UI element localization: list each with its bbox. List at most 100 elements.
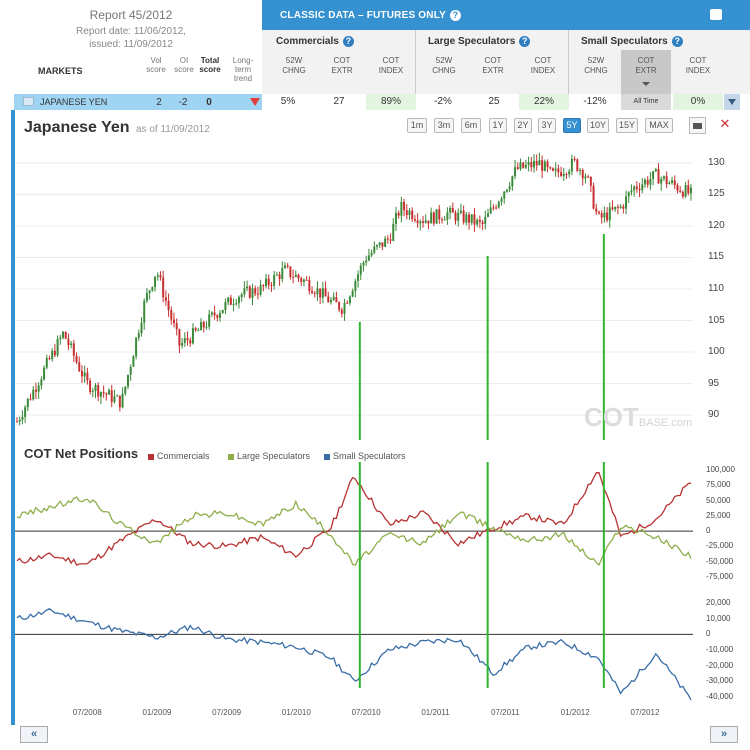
market-row-japanese-yen[interactable]: JAPANESE YEN 2 -2 0 5% 27 89% -2% 25 22%…: [0, 94, 750, 110]
price-candle: [400, 201, 403, 216]
legend-item-small-speculators[interactable]: Small Speculators: [324, 451, 406, 461]
price-candle: [232, 303, 235, 305]
price-candle: [273, 274, 276, 286]
price-candle: [357, 274, 360, 281]
comm-cot-index: 89%: [366, 94, 416, 110]
price-candle: [94, 385, 97, 391]
date-tick-label: 07/2008: [72, 708, 102, 717]
price-candle: [91, 390, 94, 392]
price-candle: [403, 201, 406, 211]
net-top-tick-label: 25,000: [706, 510, 731, 520]
price-candle: [121, 393, 124, 408]
price-tick-label: 115: [708, 251, 724, 263]
legend-item-commercials[interactable]: Commercials: [148, 451, 210, 461]
large-52w-chng: -2%: [434, 96, 452, 107]
price-candle: [530, 161, 533, 168]
sub-header-cot-index[interactable]: COT INDEX: [378, 56, 404, 75]
price-candle: [311, 291, 314, 294]
price-candle: [535, 161, 538, 166]
market-row-left[interactable]: JAPANESE YEN 2 -2 0: [14, 94, 262, 110]
group-large-speculators[interactable]: Large Speculators?: [428, 36, 531, 47]
price-candle: [671, 180, 674, 183]
price-candle: [343, 302, 346, 314]
scroll-left-button[interactable]: «: [20, 726, 48, 743]
date-tick-label: 07/2009: [212, 708, 242, 717]
range-button-max[interactable]: MAX: [645, 118, 673, 133]
price-candle: [687, 185, 690, 194]
price-candle: [465, 214, 468, 223]
net-top-tick-label: -75,000: [706, 571, 734, 581]
range-button-5y[interactable]: 5Y: [563, 118, 581, 133]
price-candle: [148, 290, 151, 293]
price-candle: [641, 184, 644, 191]
price-candle: [392, 223, 395, 241]
price-candle: [351, 291, 354, 297]
cot-extr-active-sort[interactable]: [621, 50, 671, 94]
price-candle: [110, 390, 113, 402]
legend-item-large-speculators[interactable]: Large Speculators: [228, 451, 310, 461]
long-term-trend-header[interactable]: Long-term trend: [232, 56, 254, 83]
range-button-15y[interactable]: 15Y: [616, 118, 638, 133]
sub-header-cot-extr[interactable]: COT EXTR: [482, 56, 504, 75]
range-button-2y[interactable]: 2Y: [514, 118, 532, 133]
price-candle: [213, 312, 216, 316]
price-candle: [137, 333, 140, 338]
range-button-1m[interactable]: 1m: [407, 118, 427, 133]
sub-header-52w-chng[interactable]: 52W CHNG: [584, 56, 608, 75]
group-commercials[interactable]: Commercials?: [276, 36, 354, 47]
legend-label: Commercials: [157, 451, 210, 461]
price-candle: [541, 160, 544, 171]
comm-cot-extr: 27: [333, 96, 345, 107]
price-candle: [43, 367, 46, 380]
print-icon[interactable]: [710, 9, 722, 20]
price-candle: [67, 338, 70, 346]
date-tick-label: 01/2010: [281, 708, 311, 717]
date-tick-label: 07/2010: [351, 708, 381, 717]
legend-label: Large Speculators: [237, 451, 311, 461]
close-icon[interactable]: ✕: [719, 116, 731, 131]
range-button-10y[interactable]: 10Y: [587, 118, 609, 133]
report-header: Report 45/2012 Report date: 11/06/2012, …: [0, 0, 262, 94]
price-candle: [627, 192, 630, 197]
oi-score-header[interactable]: OI score: [174, 56, 194, 74]
price-candle: [281, 268, 284, 279]
series-line-small-speculators: [16, 608, 692, 701]
price-candle: [681, 191, 684, 197]
price-candle: [292, 276, 295, 278]
markets-column-header[interactable]: MARKETS: [38, 66, 83, 76]
price-candle: [608, 207, 611, 221]
help-icon[interactable]: ?: [671, 36, 683, 47]
vol-score-value: 2: [156, 97, 162, 108]
price-candle: [262, 285, 265, 287]
range-button-3y[interactable]: 3Y: [538, 118, 556, 133]
price-candle: [78, 362, 81, 372]
legend-label: Small Speculators: [333, 451, 406, 461]
total-score-header[interactable]: Total score: [199, 56, 221, 74]
price-candle: [254, 288, 257, 294]
range-button-6m[interactable]: 6m: [461, 118, 481, 133]
help-icon[interactable]: ?: [342, 36, 354, 47]
help-icon[interactable]: ?: [449, 10, 461, 21]
price-candle: [449, 207, 452, 213]
row-scroll-down-button[interactable]: [724, 94, 740, 110]
price-candle: [186, 338, 189, 341]
group-small-speculators[interactable]: Small Speculators?: [581, 36, 683, 47]
price-candle: [240, 294, 243, 298]
market-name[interactable]: JAPANESE YEN: [40, 97, 108, 107]
sub-header-cot-index[interactable]: COT INDEX: [685, 56, 711, 75]
price-candle: [600, 213, 603, 218]
sub-header-cot-extr[interactable]: COT EXTR: [331, 56, 353, 75]
range-button-1y[interactable]: 1Y: [489, 118, 507, 133]
sub-header-cot-index[interactable]: COT INDEX: [530, 56, 556, 75]
help-icon[interactable]: ?: [519, 36, 531, 47]
price-candle: [638, 188, 641, 191]
range-button-3m[interactable]: 3m: [434, 118, 454, 133]
sub-header-cot-extr[interactable]: COT EXTR: [635, 56, 657, 75]
print-chart-button[interactable]: [689, 117, 706, 134]
scroll-right-button[interactable]: »: [710, 726, 738, 743]
sub-header-52w-chng[interactable]: 52W CHNG: [432, 56, 456, 75]
vol-score-header[interactable]: Vol score: [146, 56, 166, 74]
price-candle: [338, 302, 341, 310]
price-candle: [256, 293, 259, 295]
sub-header-52w-chng[interactable]: 52W CHNG: [282, 56, 306, 75]
